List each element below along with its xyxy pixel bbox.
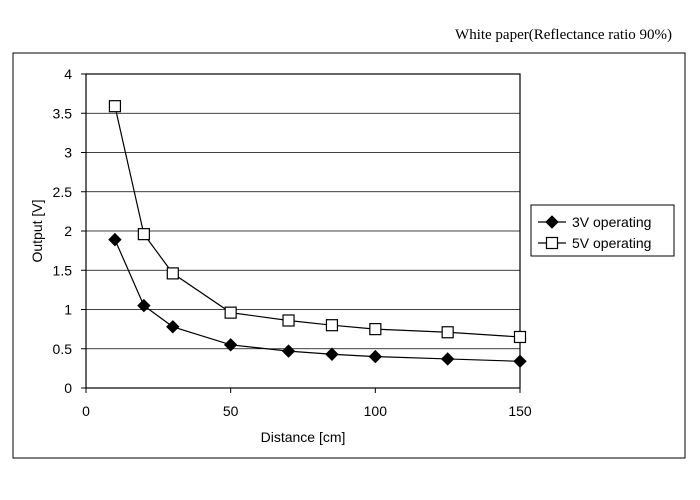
y-tick-label: 3.5 bbox=[53, 105, 73, 121]
x-tick-label: 50 bbox=[223, 403, 239, 419]
y-tick-label: 1.5 bbox=[53, 262, 73, 278]
data-point bbox=[137, 228, 150, 241]
data-point bbox=[108, 100, 122, 113]
series-layer bbox=[108, 100, 527, 369]
data-point bbox=[282, 314, 295, 327]
legend-marker bbox=[545, 215, 559, 229]
legend-label: 5V operating bbox=[572, 235, 651, 251]
data-point bbox=[325, 347, 339, 361]
chart-caption: White paper(Reflectance ratio 90%) bbox=[455, 27, 672, 43]
chart-frame bbox=[12, 52, 686, 459]
x-tick-labels: 0 50 100 150 bbox=[82, 388, 532, 419]
series-1 bbox=[108, 100, 527, 344]
series-0 bbox=[108, 232, 527, 369]
x-tick-label: 100 bbox=[364, 403, 388, 419]
data-point bbox=[325, 319, 339, 332]
data-point bbox=[137, 298, 151, 313]
data-point bbox=[108, 232, 122, 247]
legend: 3V operating 5V operating bbox=[530, 204, 675, 257]
grid-lines bbox=[86, 112, 520, 350]
x-tick-label: 0 bbox=[82, 403, 90, 419]
data-point bbox=[368, 349, 383, 364]
data-point bbox=[440, 352, 455, 366]
y-axis-title: Output [V] bbox=[29, 199, 45, 262]
data-point bbox=[281, 344, 296, 358]
data-point bbox=[513, 330, 527, 344]
y-tick-label: 2.5 bbox=[53, 184, 73, 200]
y-tick-label: 4 bbox=[64, 66, 72, 82]
legend-marker bbox=[545, 236, 559, 250]
series-line bbox=[114, 106, 521, 338]
data-point bbox=[223, 338, 238, 352]
data-point bbox=[441, 326, 454, 339]
y-tick-label: 2 bbox=[64, 223, 72, 239]
data-point bbox=[513, 354, 527, 369]
series-line bbox=[114, 239, 521, 362]
y-tick-label: 1 bbox=[64, 302, 72, 318]
x-axis-title: Distance [cm] bbox=[261, 429, 346, 445]
y-tick-label: 0.5 bbox=[53, 341, 73, 357]
y-tick-label: 0 bbox=[64, 380, 72, 396]
x-tick-label: 150 bbox=[508, 403, 532, 419]
data-point bbox=[369, 323, 382, 336]
data-point bbox=[224, 306, 237, 319]
data-point bbox=[166, 320, 180, 334]
legend-label: 3V operating bbox=[572, 214, 651, 230]
y-tick-label: 3 bbox=[64, 145, 72, 161]
data-point bbox=[166, 267, 179, 280]
y-tick-labels: 0 0.5 1 1.5 2 2.5 3 3.5 4 bbox=[53, 66, 86, 396]
